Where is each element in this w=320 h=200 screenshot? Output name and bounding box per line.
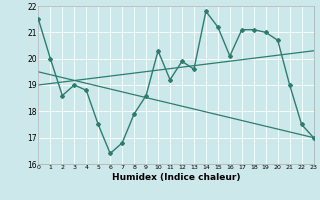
X-axis label: Humidex (Indice chaleur): Humidex (Indice chaleur) (112, 173, 240, 182)
